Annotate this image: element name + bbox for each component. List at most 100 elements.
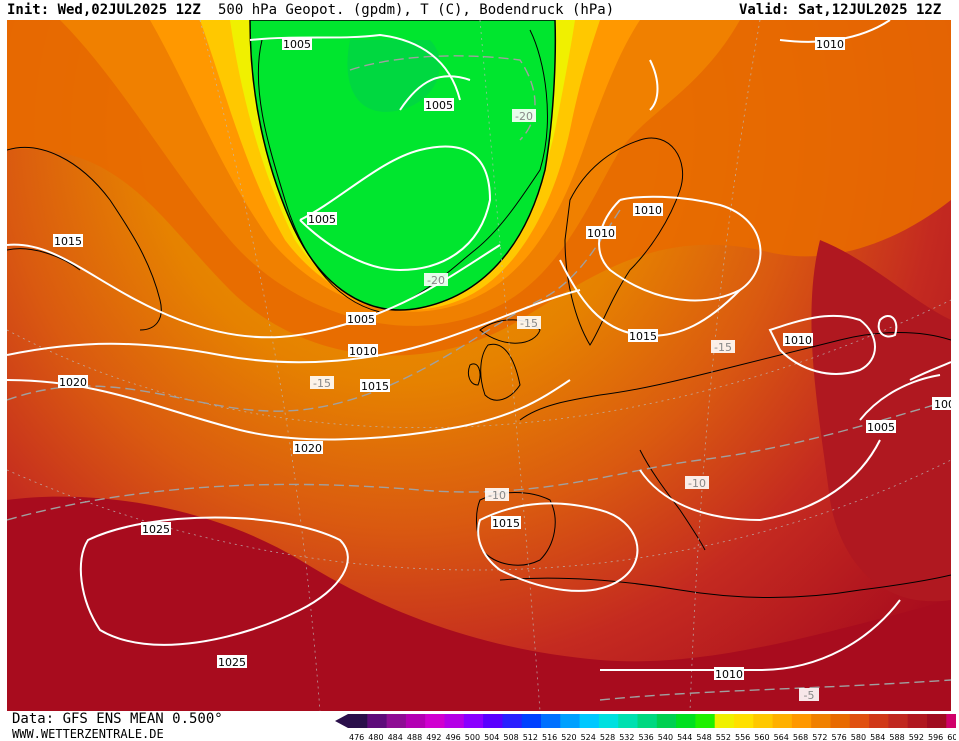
svg-text:1005: 1005: [347, 313, 375, 326]
colorbar-tick-label: 596: [928, 733, 943, 741]
band-548-low: [249, 20, 557, 311]
pressure-label: 1005: [866, 420, 896, 434]
colorbar-tick-label: 488: [407, 733, 422, 741]
colorbar-tick-label: 484: [388, 733, 403, 741]
svg-text:-5: -5: [804, 689, 815, 702]
pressure-label: 1015: [360, 379, 390, 393]
colorbar-tick-label: 500: [465, 733, 480, 741]
colorbar-cell: [927, 714, 947, 728]
pressure-label: 1015: [628, 329, 658, 343]
temperature-label: -15: [517, 316, 541, 330]
pressure-label: 1005: [307, 212, 337, 226]
colorbar-cell: [618, 714, 638, 728]
coastlines: [7, 29, 951, 598]
svg-text:1010: 1010: [816, 38, 844, 51]
svg-text:1005: 1005: [425, 99, 453, 112]
colorbar-tick-label: 532: [619, 733, 634, 741]
colorbar-tick-label: 576: [832, 733, 847, 741]
pressure-label: 1025: [141, 522, 171, 536]
map-header: Init: Wed,02JUL2025 12Z 500 hPa Geopot. …: [0, 0, 959, 20]
colorbar-cell: [734, 714, 754, 728]
colorbar-cell: [444, 714, 465, 728]
colorbar-cell: [791, 714, 812, 728]
website-label: WWW.WETTERZENTRALE.DE: [12, 727, 164, 741]
pressure-label: 1015: [491, 516, 521, 530]
colorbar: 476 480 484 488 492 496 500 504 508 512 516 520 524 5…: [335, 714, 956, 741]
colorbar-cell: [463, 714, 484, 728]
colorbar-tick-label: 512: [523, 733, 538, 741]
temperature-labels: -20 -20 -15 -15 -15 -10 -10 -5: [310, 109, 819, 702]
svg-text:-15: -15: [313, 377, 331, 390]
colorbar-cell: [676, 714, 696, 728]
svg-text:-10: -10: [488, 489, 506, 502]
temperature-label: -20: [424, 273, 448, 287]
isobars: [7, 20, 951, 672]
svg-text:1010: 1010: [349, 345, 377, 358]
svg-text:1010: 1010: [587, 227, 615, 240]
colorbar-cell: [386, 714, 407, 728]
colorbar-cell: [579, 714, 600, 728]
pressure-label: 1005: [424, 98, 454, 112]
colorbar-left-arrow: [335, 714, 348, 728]
init-time-label: Init: Wed,02JUL2025 12Z: [7, 2, 201, 18]
colorbar-tick-label: 572: [812, 733, 827, 741]
pressure-label: 1015: [53, 234, 83, 248]
valid-time-label: Valid: Sat,12JUL2025 12Z: [739, 2, 942, 18]
colorbar-cell: [830, 714, 851, 728]
colorbar-tick-label: 540: [658, 733, 673, 741]
pressure-label: 1005: [346, 312, 376, 326]
colorbar-tick-label: 588: [889, 733, 904, 741]
colorbar-cell: [907, 714, 928, 728]
svg-text:1010: 1010: [784, 334, 812, 347]
colorbar-tick-label: 480: [368, 733, 383, 741]
svg-text:1010: 1010: [634, 204, 662, 217]
svg-text:1015: 1015: [492, 517, 520, 530]
colorbar-tick-label: 556: [735, 733, 750, 741]
colorbar-tick-label: 600: [947, 733, 956, 741]
weather-map[interactable]: 1005 1005 1005 1005 1010 1010 1010 1010 …: [7, 20, 951, 711]
pressure-label: 1010: [714, 667, 744, 681]
colorbar-tick-label: 492: [426, 733, 441, 741]
colorbar-tick-label: 520: [561, 733, 576, 741]
colorbar-cell: [560, 714, 581, 728]
temperature-label: -15: [711, 340, 735, 354]
colorbar-cell: [946, 714, 956, 728]
svg-text:1025: 1025: [218, 656, 246, 669]
svg-text:100: 100: [934, 398, 951, 411]
colorbar-cell: [405, 714, 426, 728]
colorbar-tick-label: 560: [754, 733, 769, 741]
colorbar-tick-label: 580: [851, 733, 866, 741]
svg-text:1025: 1025: [142, 523, 170, 536]
svg-text:1005: 1005: [308, 213, 336, 226]
svg-text:-15: -15: [714, 341, 732, 354]
colorbar-tick-label: 524: [581, 733, 596, 741]
colorbar-cell: [521, 714, 542, 728]
map-footer: Data: GFS ENS MEAN 0.500° WWW.WETTERZENT…: [0, 711, 959, 741]
svg-text:1010: 1010: [715, 668, 743, 681]
colorbar-tick-label: 516: [542, 733, 557, 741]
pressure-label: 1010: [783, 333, 813, 347]
colorbar-tick-label: 584: [870, 733, 885, 741]
pressure-label: 1020: [293, 441, 323, 455]
svg-text:1015: 1015: [54, 235, 82, 248]
pressure-label: 1010: [633, 203, 663, 217]
colorbar-cell: [541, 714, 561, 728]
svg-text:-20: -20: [515, 110, 533, 123]
colorbar-tick-label: 552: [716, 733, 731, 741]
svg-text:-10: -10: [688, 477, 706, 490]
colorbar-tick-label: 568: [793, 733, 808, 741]
colorbar-tick-label: 508: [503, 733, 518, 741]
colorbar-tick-label: 548: [696, 733, 711, 741]
colorbar-tick-label: 536: [639, 733, 654, 741]
svg-text:1015: 1015: [361, 380, 389, 393]
pressure-label: 1010: [586, 226, 616, 240]
svg-text:1015: 1015: [629, 330, 657, 343]
svg-text:-15: -15: [520, 317, 538, 330]
colorbar-cells: [335, 714, 956, 728]
colorbar-cell: [772, 714, 793, 728]
colorbar-cell: [367, 714, 388, 728]
colorbar-cell: [483, 714, 503, 728]
colorbar-tick-label: 496: [446, 733, 461, 741]
colorbar-tick-label: 476: [349, 733, 364, 741]
data-source-label: Data: GFS ENS MEAN 0.500°: [12, 711, 223, 727]
